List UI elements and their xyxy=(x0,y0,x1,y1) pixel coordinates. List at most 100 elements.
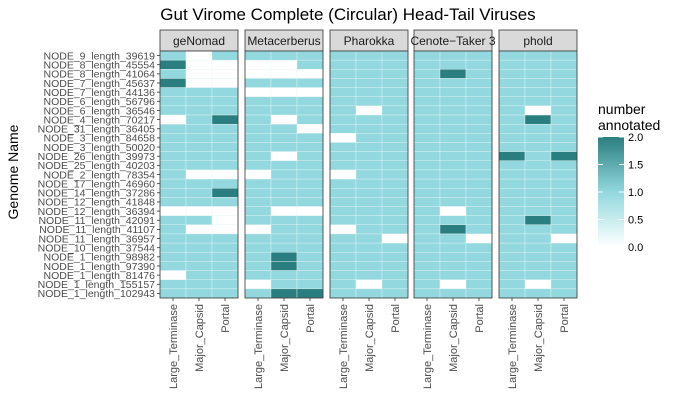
y-tick-label: NODE_3_length_50020 xyxy=(43,142,155,154)
heatmap-cell xyxy=(296,142,324,152)
heatmap-cell xyxy=(211,142,239,152)
heatmap-cell xyxy=(211,133,239,143)
heatmap-cell xyxy=(270,197,298,207)
y-tick-label: NODE_1_length_98982 xyxy=(43,252,155,264)
heatmap-cell xyxy=(381,288,409,299)
heatmap-cell xyxy=(355,114,383,125)
heatmap-cell xyxy=(355,242,383,253)
heatmap-cell xyxy=(524,78,552,88)
heatmap-cell xyxy=(550,169,578,180)
heatmap-cell xyxy=(270,279,298,290)
heatmap-cell xyxy=(524,261,552,271)
heatmap-cell xyxy=(439,151,467,161)
heatmap-cell xyxy=(465,169,493,180)
heatmap-cell xyxy=(439,96,467,107)
heatmap-cell xyxy=(550,59,578,70)
heatmap-cell xyxy=(185,242,213,253)
y-tick-label: NODE_3_length_84658 xyxy=(43,133,155,145)
heatmap-cell xyxy=(413,288,441,299)
heatmap-cell xyxy=(381,233,409,244)
x-tick-label: Major_Capsid xyxy=(194,304,206,372)
legend-title-line1: number xyxy=(598,101,646,117)
heatmap-cell xyxy=(355,288,383,299)
heatmap-cell xyxy=(413,224,441,235)
x-tick-label: Large_Terminase xyxy=(168,304,180,389)
heatmap-cell xyxy=(498,252,526,262)
heatmap-cell xyxy=(159,252,187,262)
heatmap-cell xyxy=(439,133,467,143)
heatmap-cell xyxy=(159,233,187,244)
heatmap-cell xyxy=(270,252,298,262)
heatmap-cell xyxy=(270,142,298,152)
heatmap-cell xyxy=(524,242,552,253)
heatmap-cell xyxy=(244,87,272,97)
heatmap-cell xyxy=(465,279,493,290)
heatmap-cell xyxy=(211,270,239,280)
heatmap-cell xyxy=(550,96,578,107)
heatmap-cell xyxy=(329,133,357,143)
heatmap-cell xyxy=(550,69,578,79)
heatmap-cell xyxy=(439,197,467,207)
heatmap-cell xyxy=(413,96,441,107)
heatmap-cell xyxy=(439,279,467,290)
heatmap-cell xyxy=(244,252,272,262)
heatmap-cell xyxy=(381,78,409,88)
heatmap-cell xyxy=(465,215,493,226)
heatmap-cell xyxy=(381,123,409,134)
heatmap-cell xyxy=(296,188,324,198)
heatmap-cell xyxy=(550,279,578,290)
heatmap-cell xyxy=(329,270,357,280)
heatmap-cell xyxy=(524,197,552,207)
heatmap-cell xyxy=(329,169,357,180)
heatmap-cell xyxy=(185,261,213,271)
legend-tick-label: 1.5 xyxy=(628,160,643,172)
legend-tick-label: 0.5 xyxy=(628,215,643,227)
heatmap-cell xyxy=(381,50,409,61)
heatmap-cell xyxy=(355,178,383,189)
heatmap-cell xyxy=(355,96,383,107)
heatmap-cell xyxy=(185,78,213,88)
heatmap-cell xyxy=(185,206,213,216)
y-tick-label: NODE_1_length_155157 xyxy=(38,279,156,291)
y-tick-label: NODE_8_length_41064 xyxy=(43,69,155,81)
heatmap-cell xyxy=(244,206,272,216)
heatmap-cell xyxy=(211,233,239,244)
heatmap-cell xyxy=(439,270,467,280)
heatmap-cell xyxy=(296,151,324,161)
heatmap-cell xyxy=(244,242,272,253)
heatmap-cell xyxy=(185,224,213,235)
heatmap-cell xyxy=(185,114,213,125)
heatmap-cell xyxy=(244,270,272,280)
heatmap-cell xyxy=(244,279,272,290)
y-tick-label: NODE_25_length_40203 xyxy=(38,160,156,172)
heatmap-cell xyxy=(211,197,239,207)
heatmap-cell xyxy=(413,178,441,189)
y-tick-label: NODE_11_length_42091 xyxy=(38,215,155,227)
heatmap-cell xyxy=(296,105,324,116)
heatmap-cell xyxy=(355,133,383,143)
heatmap-cell xyxy=(465,242,493,253)
heatmap-cell xyxy=(159,261,187,271)
heatmap-cell xyxy=(439,142,467,152)
heatmap-cell xyxy=(413,133,441,143)
heatmap-cell xyxy=(329,197,357,207)
heatmap-cell xyxy=(211,288,239,299)
heatmap-cell xyxy=(270,78,298,88)
heatmap-cell xyxy=(381,261,409,271)
heatmap-cell xyxy=(439,78,467,88)
heatmap-cell xyxy=(159,206,187,216)
heatmap-cell xyxy=(296,69,324,79)
heatmap-cell xyxy=(355,50,383,61)
heatmap-cell xyxy=(355,78,383,88)
heatmap-cell xyxy=(439,252,467,262)
heatmap-cell xyxy=(524,288,552,299)
heatmap-cell xyxy=(270,105,298,116)
heatmap-cell xyxy=(439,242,467,253)
heatmap-cell xyxy=(381,169,409,180)
heatmap-cell xyxy=(498,270,526,280)
y-tick-label: NODE_1_length_102943 xyxy=(38,288,156,300)
heatmap-cell xyxy=(498,215,526,226)
heatmap-cell xyxy=(465,123,493,134)
heatmap-cell xyxy=(413,50,441,61)
heatmap-cell xyxy=(524,169,552,180)
